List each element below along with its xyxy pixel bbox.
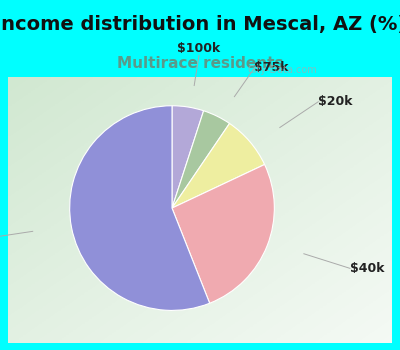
Text: $20k: $20k bbox=[318, 95, 353, 108]
Wedge shape bbox=[172, 124, 264, 208]
Wedge shape bbox=[172, 111, 230, 208]
Text: $100k: $100k bbox=[177, 42, 221, 56]
Wedge shape bbox=[172, 106, 204, 208]
Text: City-Data.com: City-Data.com bbox=[248, 65, 318, 75]
Wedge shape bbox=[70, 106, 210, 310]
Wedge shape bbox=[172, 164, 274, 303]
Text: Multirace residents: Multirace residents bbox=[117, 56, 283, 71]
Text: Income distribution in Mescal, AZ (%): Income distribution in Mescal, AZ (%) bbox=[0, 15, 400, 34]
Text: $75k: $75k bbox=[254, 62, 289, 75]
Text: $40k: $40k bbox=[350, 262, 384, 275]
